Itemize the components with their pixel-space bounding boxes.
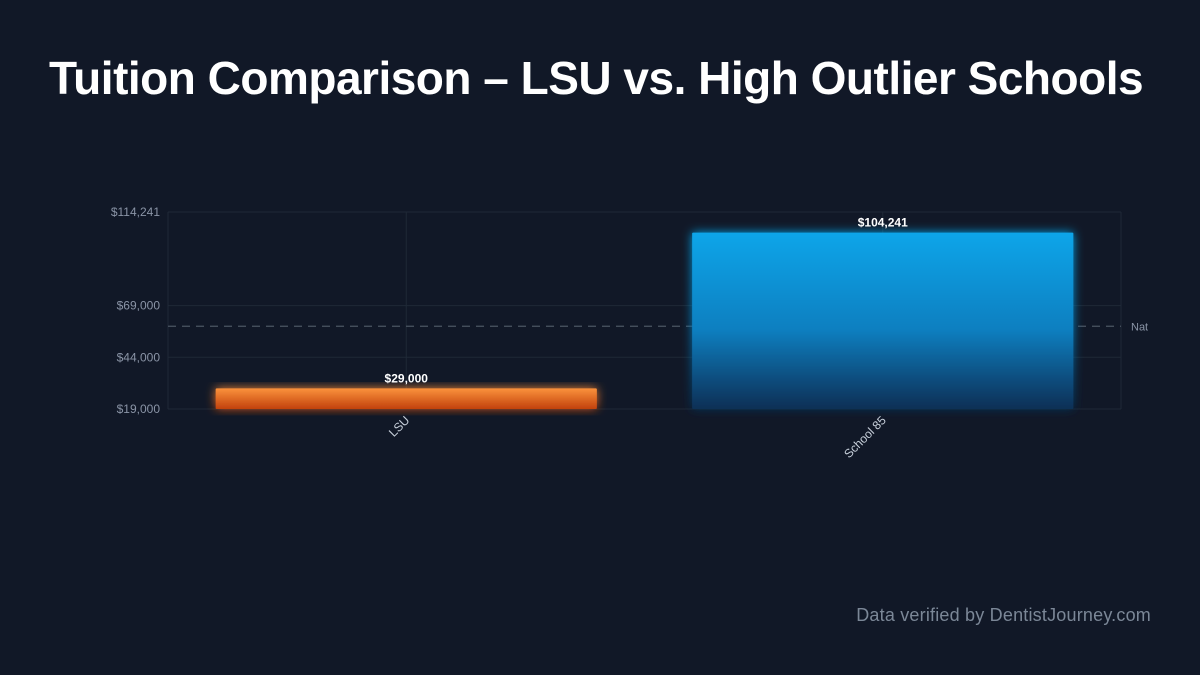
value-label: $104,241 (858, 216, 908, 230)
bar-chart: $19,000 $44,000 $69,000 $114,241 Nat $29,000 L… (111, 205, 1148, 461)
x-tick-label: School 85 (841, 413, 889, 461)
y-tick-label: $44,000 (117, 350, 161, 364)
chart-title: Tuition Comparison – LSU vs. High Outlie… (49, 52, 1144, 104)
y-tick-label: $69,000 (117, 299, 161, 313)
bar-school-85 (692, 232, 1074, 409)
y-tick-label: $114,241 (111, 205, 160, 219)
national-average-label: Nat (1131, 321, 1148, 333)
bar-lsu (215, 388, 597, 409)
value-label: $29,000 (385, 371, 429, 385)
y-tick-label: $19,000 (117, 402, 161, 416)
source-credit: Data verified by DentistJourney.com (856, 605, 1151, 625)
x-tick-label: LSU (386, 413, 412, 439)
